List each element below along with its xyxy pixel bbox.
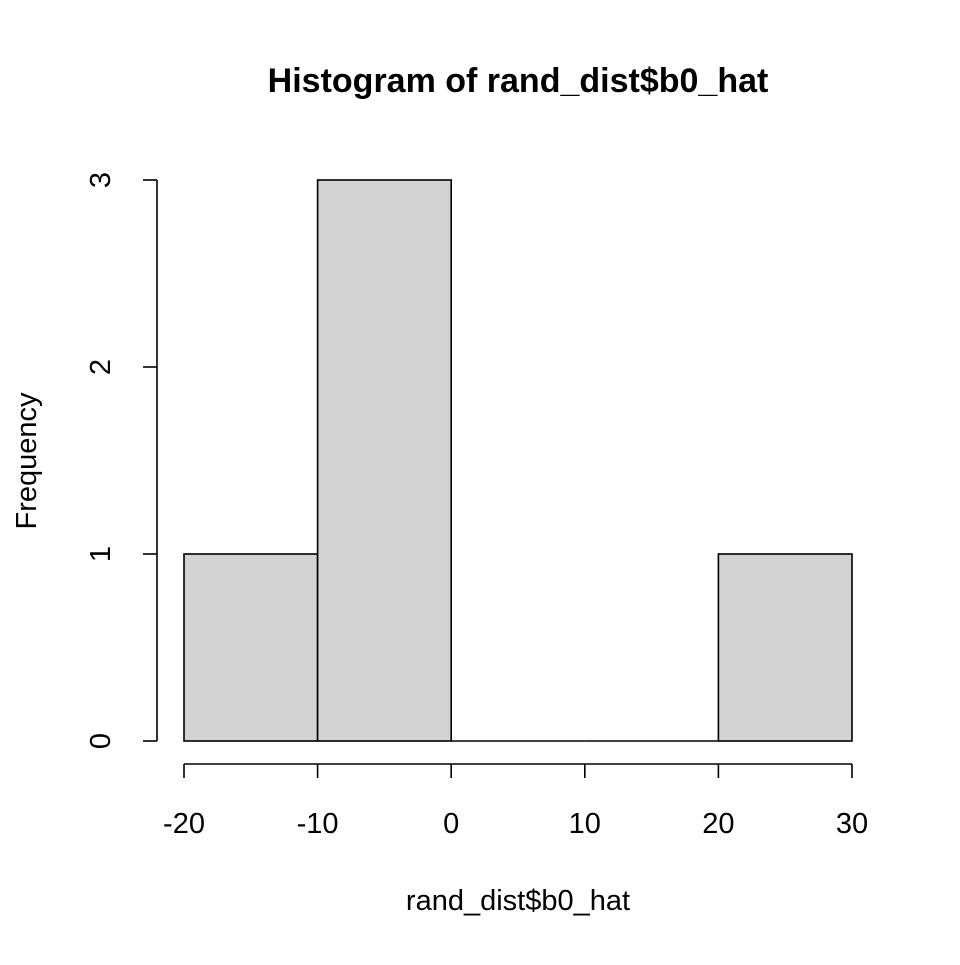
y-tick-label: 2 [85,359,117,375]
x-tick-label: 20 [702,808,734,840]
histogram-bar [316,179,453,742]
x-tick-label: -10 [297,808,339,840]
y-tick-label: 1 [85,546,117,562]
y-tick-label: 3 [85,172,117,188]
x-axis: -20 -10 0 10 20 30 [163,763,868,840]
x-axis-label: rand_dist$b0_hat [406,885,630,917]
x-tick-label: 0 [443,808,459,840]
y-tick-label: 0 [85,733,117,749]
histogram-bar [717,553,853,742]
x-tick-label: 30 [836,808,868,840]
x-tick-label: -20 [163,808,205,840]
histogram-bar [183,553,319,742]
y-axis: 0 1 2 3 [85,172,158,749]
x-tick-label: 10 [569,808,601,840]
bars-group [183,179,853,742]
chart-title: Histogram of rand_dist$b0_hat [268,62,769,100]
y-axis-label: Frequency [11,392,43,530]
